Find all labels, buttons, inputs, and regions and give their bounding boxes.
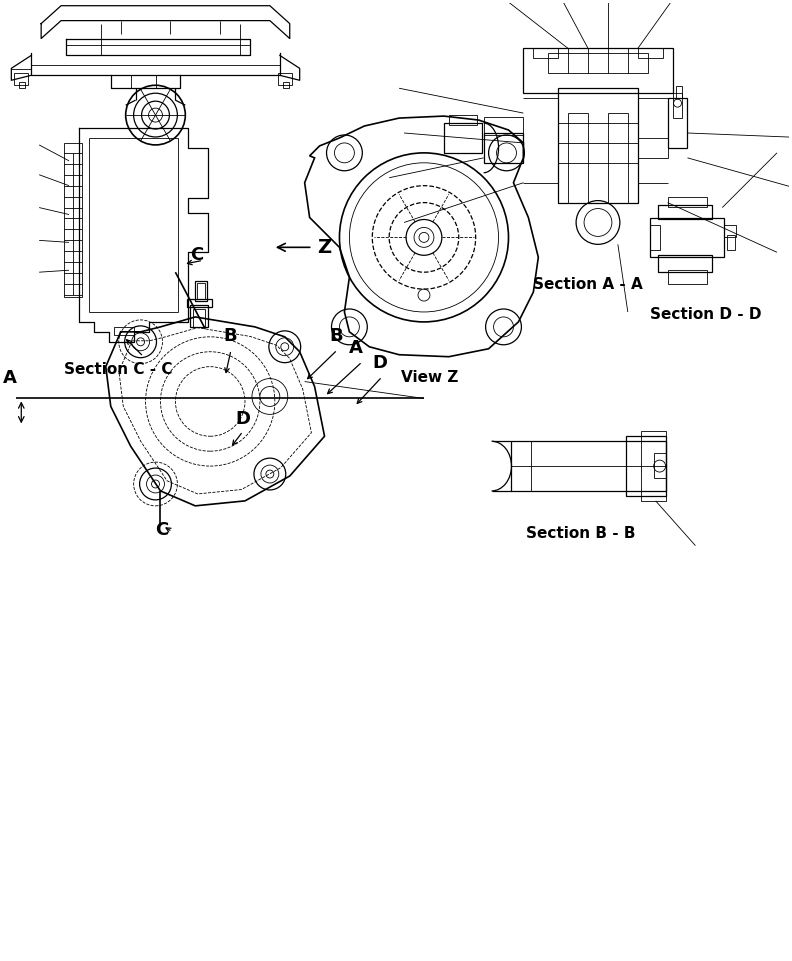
Bar [278,73,291,86]
Bar [19,83,25,88]
Text: Section A - A: Section A - A [533,277,643,292]
Text: D: D [235,410,250,429]
Text: C: C [155,521,169,539]
Text: A: A [349,338,364,357]
Bar [668,197,707,207]
Text: D: D [372,354,387,372]
Bar [668,98,687,148]
Bar [524,48,672,93]
Bar [649,226,660,250]
Bar [533,48,558,59]
Text: Section B - B: Section B - B [527,526,636,541]
Bar [14,73,29,86]
Bar [638,48,663,59]
Bar [724,226,737,237]
Bar [512,441,665,491]
Bar [444,123,482,153]
Text: Section C - C: Section C - C [64,361,173,377]
Bar [568,113,588,203]
Bar [188,299,212,307]
Bar [638,138,668,158]
Bar [653,454,665,478]
Bar [64,143,82,297]
Bar [558,88,638,203]
Bar [190,305,208,327]
Bar [641,431,665,501]
Bar [657,205,712,219]
Text: Z: Z [318,238,332,258]
Text: Section D - D: Section D - D [649,307,761,322]
Bar [197,283,205,299]
Bar [608,113,628,203]
Bar [649,217,724,258]
Text: View Z: View Z [401,370,459,384]
Bar [657,256,712,272]
Text: A: A [3,368,17,386]
Bar [672,93,683,118]
Bar [114,327,134,334]
Text: C: C [190,246,204,264]
Bar [449,115,477,125]
Bar [626,436,665,496]
Bar [548,54,648,73]
Text: B: B [223,327,237,345]
Bar [193,309,205,327]
Bar [727,235,735,250]
Bar [484,117,524,135]
Text: B: B [329,327,343,345]
Bar [676,86,681,98]
Bar [668,270,707,284]
Bar [196,282,208,301]
Bar [484,133,524,162]
Bar [283,83,289,88]
